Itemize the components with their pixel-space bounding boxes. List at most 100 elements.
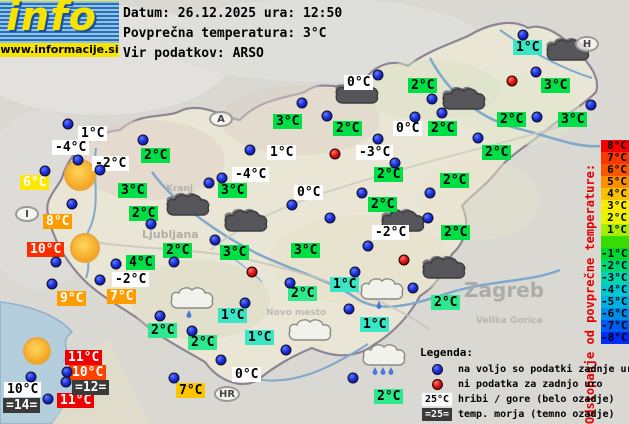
map-header: Datum: 26.12.2025 ura: 12:50 Povprečna t… [123,4,342,64]
country-sign-i: I [15,206,39,222]
station-temp-label: 2°C [408,78,438,93]
station-temp-label: 1°C [245,330,275,345]
dot-glyph [46,278,58,290]
dot-glyph [209,234,221,246]
station-dot-blue [531,111,543,123]
legend-item: =25= temp. morja (temno ozadje) [420,407,629,421]
station-temp-label: 1°C [360,317,390,332]
station-temp-label: 1°C [330,277,360,292]
dot-glyph [60,376,72,388]
station-dot-red [506,75,518,87]
station-temp-label: 2°C [288,286,318,301]
station-temp-label: 3°C [220,245,250,260]
scale-band: 5°C [601,176,629,188]
station-dot-blue [42,393,54,405]
station-dot-blue [209,234,221,246]
station-temp-label: 2°C [148,323,178,338]
dot-glyph [137,134,149,146]
scale-band: 8°C [601,140,629,152]
station-dot-blue [356,187,368,199]
dot-glyph [472,132,484,144]
station-dot-blue [239,297,251,309]
scale-band [601,236,629,248]
station-temp-label: 0°C [344,75,374,90]
dot-glyph [531,111,543,123]
dot-glyph [216,172,228,184]
legend-item: ni podatka za zadnjo uro [420,377,629,391]
blue-dot-icon [420,363,454,375]
station-dot-blue [66,198,78,210]
station-temp-label: 10°C [27,242,65,257]
station-temp-label: 2°C [440,173,470,188]
station-temp-label: 11°C [65,350,103,365]
station-dot-blue [46,278,58,290]
station-dot-red [329,148,341,160]
station-temp-label: 1°C [218,308,248,323]
dot-glyph [42,393,54,405]
station-dot-blue [530,66,542,78]
station-dot-blue [409,111,421,123]
cloud-icon [222,207,270,249]
scale-band: -8°C [601,331,629,344]
dot-glyph [215,354,227,366]
info-logo[interactable]: info www.informacije.si [0,0,119,57]
station-dot-blue [436,107,448,119]
dot-glyph [329,148,341,160]
station-dot-blue [286,199,298,211]
logo-site-url[interactable]: www.informacije.si [0,43,119,57]
station-dot-blue [372,133,384,145]
station-dot-blue [426,93,438,105]
legend-title: Legenda: [420,346,473,359]
rain-cloud-icon [168,284,216,326]
scale-band: -1°C [601,247,629,260]
dot-glyph [39,165,51,177]
dot-glyph [244,144,256,156]
header-avg-temp-line: Povprečna temperatura: 3°C [123,26,327,41]
country-sign-a: A [209,111,233,127]
station-dot-blue [422,212,434,224]
dot-glyph [62,118,74,130]
cloud-icon [420,254,468,296]
station-dot-blue [137,134,149,146]
dot-glyph [25,371,37,383]
dot-glyph [145,218,157,230]
station-dot-blue [72,154,84,166]
station-dot-blue [25,371,37,383]
dot-glyph [372,133,384,145]
dot-glyph [436,107,448,119]
station-temp-label: 3°C [558,112,588,127]
station-dot-blue [296,97,308,109]
station-dot-blue [154,310,166,322]
dot-glyph [203,177,215,189]
station-dot-blue [215,354,227,366]
dot-glyph [66,198,78,210]
station-temp-label: 3°C [218,183,248,198]
blue-dot-icon [431,363,443,375]
scale-band: -4°C [601,283,629,296]
station-temp-label: 6°C [20,175,50,190]
station-temp-label: 10°C [4,382,42,397]
dot-glyph [424,187,436,199]
city-name: Kranj [166,184,193,194]
city-name: Ljubljana [142,228,199,241]
scale-band: 2°C [601,212,629,224]
dark-box-icon: =25= [421,407,453,421]
sun-icon [23,337,51,365]
station-temp-label: -4°C [52,140,90,155]
dot-glyph [286,199,298,211]
station-temp-label: 1°C [513,40,543,55]
dot-glyph [585,99,597,111]
dot-glyph [389,157,401,169]
station-dot-blue [321,110,333,122]
station-temp-label: -4°C [232,167,270,182]
station-dot-blue [50,256,62,268]
dot-glyph [186,325,198,337]
station-dot-blue [407,282,419,294]
red-dot-icon [420,378,454,390]
dot-glyph [398,254,410,266]
dot-glyph [506,75,518,87]
sun-icon [70,233,100,263]
station-dot-red [246,266,258,278]
station-dot-blue [62,118,74,130]
dot-glyph [407,282,419,294]
